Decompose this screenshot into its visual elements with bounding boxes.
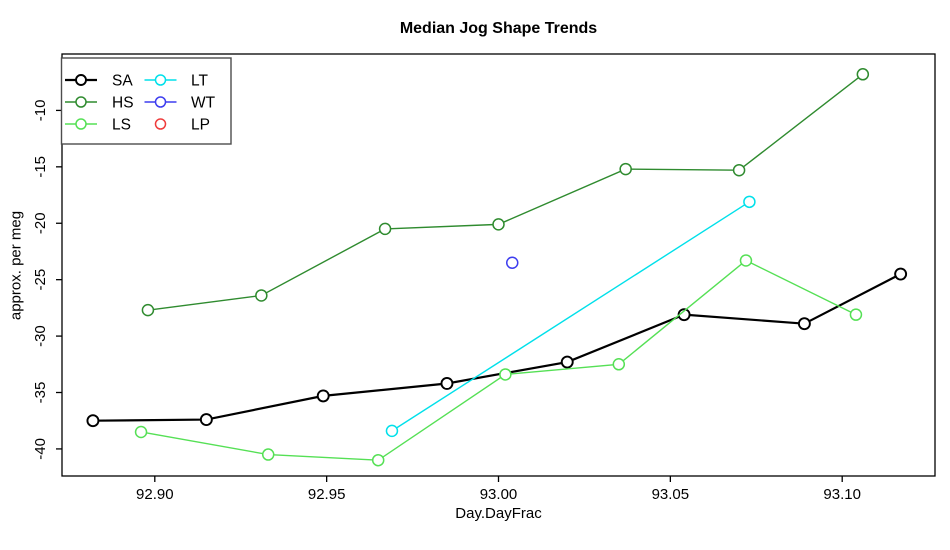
data-point — [560, 355, 574, 369]
series-sa — [86, 267, 908, 428]
y-axis: -40 -35 -30 -25 -20 -15 -10 — [32, 100, 62, 460]
series-hs — [141, 68, 870, 317]
legend-box — [60, 57, 232, 145]
x-tick-label: 93.05 — [652, 486, 690, 503]
data-point — [141, 303, 155, 317]
series-wt — [505, 256, 519, 269]
data-point — [378, 222, 392, 236]
y-tick-label: -15 — [32, 156, 49, 178]
legend-label: HS — [112, 95, 134, 112]
legend-marker-icon — [75, 96, 87, 108]
y-tick-label: -40 — [32, 438, 49, 460]
data-point — [255, 289, 268, 302]
x-tick-label: 92.90 — [136, 486, 174, 503]
series-line — [140, 259, 857, 461]
data-point — [492, 218, 505, 231]
series-lt — [385, 195, 756, 438]
series-line — [391, 201, 750, 432]
data-point — [385, 424, 399, 438]
x-axis-label: Day.DayFrac — [455, 505, 542, 522]
data-point — [612, 358, 626, 371]
data-point — [732, 163, 746, 177]
data-point — [743, 195, 756, 209]
y-tick-label: -35 — [32, 382, 49, 404]
x-axis: 92.90 92.95 93.00 93.05 93.10 — [136, 476, 861, 503]
legend-marker-icon — [75, 118, 87, 130]
y-tick-label: -25 — [32, 269, 49, 291]
legend-label: LP — [191, 117, 210, 134]
data-point — [134, 425, 148, 439]
x-tick-label: 92.95 — [308, 486, 346, 503]
data-point — [199, 413, 213, 427]
legend-entry-lp: LP — [154, 117, 210, 134]
y-axis-label: approx. per meg — [7, 210, 25, 321]
data-point — [499, 368, 512, 381]
legend-entry-lt: LT — [144, 73, 208, 90]
legend-label: WT — [191, 95, 216, 112]
data-point — [86, 414, 100, 428]
data-point — [619, 162, 632, 176]
y-tick-label: -30 — [32, 325, 49, 347]
data-point — [505, 256, 519, 269]
legend-marker-icon — [154, 74, 167, 86]
x-tick-label: 93.10 — [823, 486, 861, 503]
series-line — [92, 273, 902, 422]
data-point — [849, 308, 863, 321]
series-line — [147, 73, 864, 311]
data-point — [261, 448, 275, 461]
data-point — [316, 389, 330, 403]
legend-marker-icon — [154, 118, 167, 130]
legend-marker-icon — [75, 74, 87, 86]
legend-entry-hs: HS — [65, 95, 134, 112]
legend-entry-sa: SA — [65, 73, 133, 90]
legend-label: LT — [191, 73, 208, 90]
chart-title: Median Jog Shape Trends — [399, 20, 598, 37]
legend-entry-ls: LS — [65, 117, 131, 134]
legend-label: LS — [112, 117, 131, 134]
y-tick-label: -20 — [32, 212, 49, 234]
legend-marker-icon — [154, 96, 167, 108]
legend: SA HS LS LT WT LP — [60, 57, 232, 145]
legend-label: SA — [112, 73, 133, 90]
data-point — [739, 254, 753, 267]
data-point — [371, 453, 385, 467]
data-point — [440, 377, 454, 390]
y-tick-label: -10 — [32, 100, 49, 122]
data-point — [894, 267, 908, 281]
x-tick-label: 93.00 — [480, 486, 518, 503]
data-point — [797, 317, 811, 331]
data-point — [856, 68, 870, 81]
series-ls — [134, 254, 863, 467]
legend-entry-wt: WT — [144, 95, 216, 112]
